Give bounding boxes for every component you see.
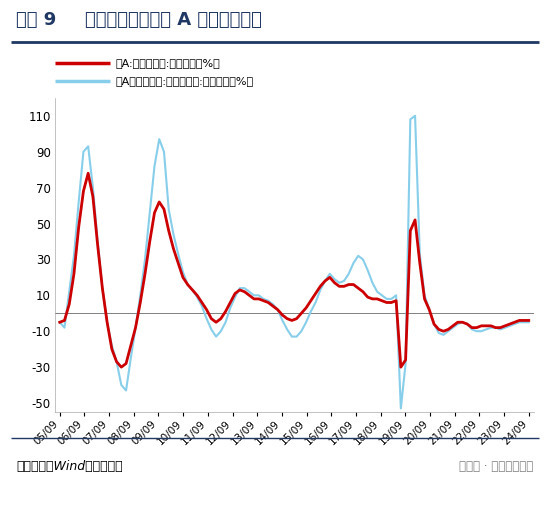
Text: 经历三年下行，全 A 业绩或已触底: 经历三年下行，全 A 业绩或已触底 — [85, 10, 262, 28]
Text: 图表 9: 图表 9 — [16, 10, 57, 28]
Text: 全A:归母净利润:累计同比（%）: 全A:归母净利润:累计同比（%） — [116, 58, 220, 68]
Text: 资料来源：Wind，华创证券: 资料来源：Wind，华创证券 — [16, 460, 123, 473]
Text: 公众号 · 姚佩策略探索: 公众号 · 姚佩策略探索 — [459, 460, 534, 473]
Text: 全A（非金融）:归母净利润:累计同比（%）: 全A（非金融）:归母净利润:累计同比（%） — [116, 76, 254, 85]
